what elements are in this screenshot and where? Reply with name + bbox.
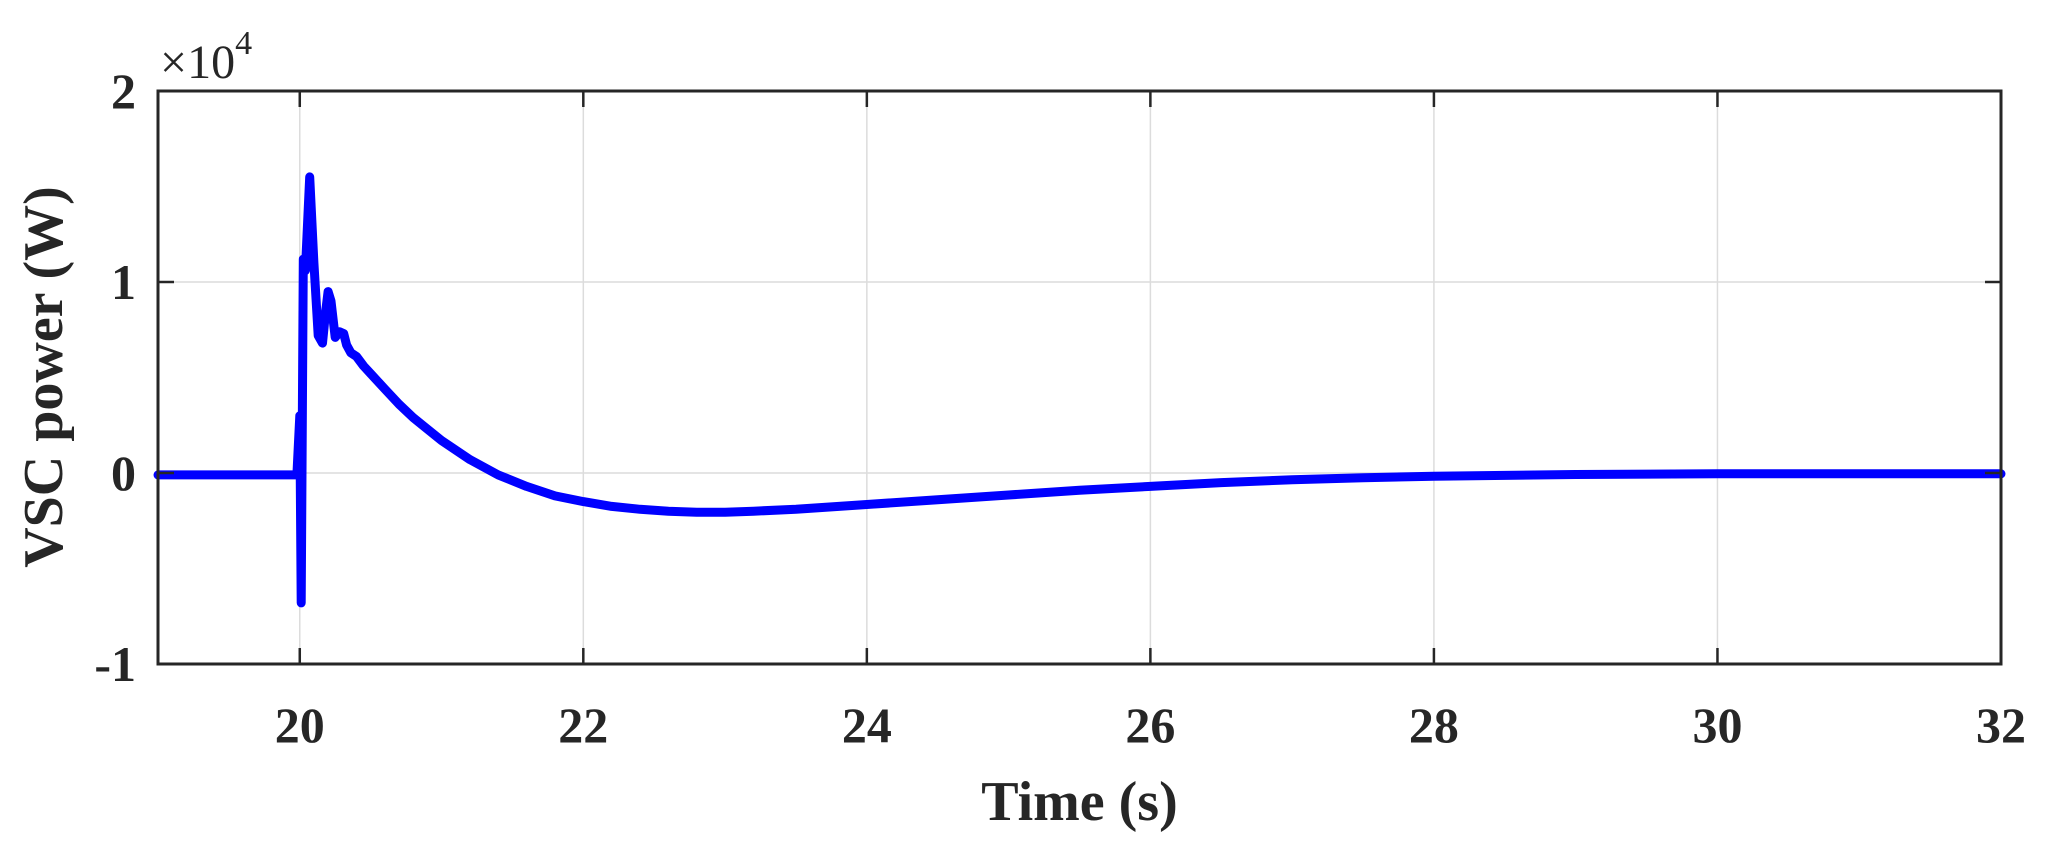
x-tick-label: 28 <box>1409 697 1459 753</box>
x-tick-label: 30 <box>1692 697 1742 753</box>
x-tick-label: 26 <box>1125 697 1175 753</box>
plot-frame <box>156 89 2003 666</box>
y-tick-labels: -1 0 1 2 <box>94 63 136 692</box>
y-exponent-power: 4 <box>235 25 252 62</box>
x-tick-label: 32 <box>1976 697 2026 753</box>
ticks <box>158 89 2003 666</box>
x-tick-label: 20 <box>275 697 325 753</box>
x-tick-label: 22 <box>558 697 608 753</box>
x-axis-label: Time (s) <box>981 771 1178 833</box>
series-line <box>153 172 2006 608</box>
x-tick-label: 24 <box>842 697 892 753</box>
series-layer <box>153 172 2006 608</box>
grid <box>158 91 2001 664</box>
y-exponent: ×104 <box>160 25 252 89</box>
y-tick-label: 0 <box>111 445 136 501</box>
y-axis-label: VSC power (W) <box>13 186 75 568</box>
y-tick-label: -1 <box>94 636 136 692</box>
y-tick-label: 2 <box>111 63 136 119</box>
y-exponent-base: ×10 <box>160 36 235 89</box>
y-tick-label: 1 <box>111 254 136 310</box>
x-tick-labels: 20 22 24 26 28 30 32 <box>275 697 2026 753</box>
